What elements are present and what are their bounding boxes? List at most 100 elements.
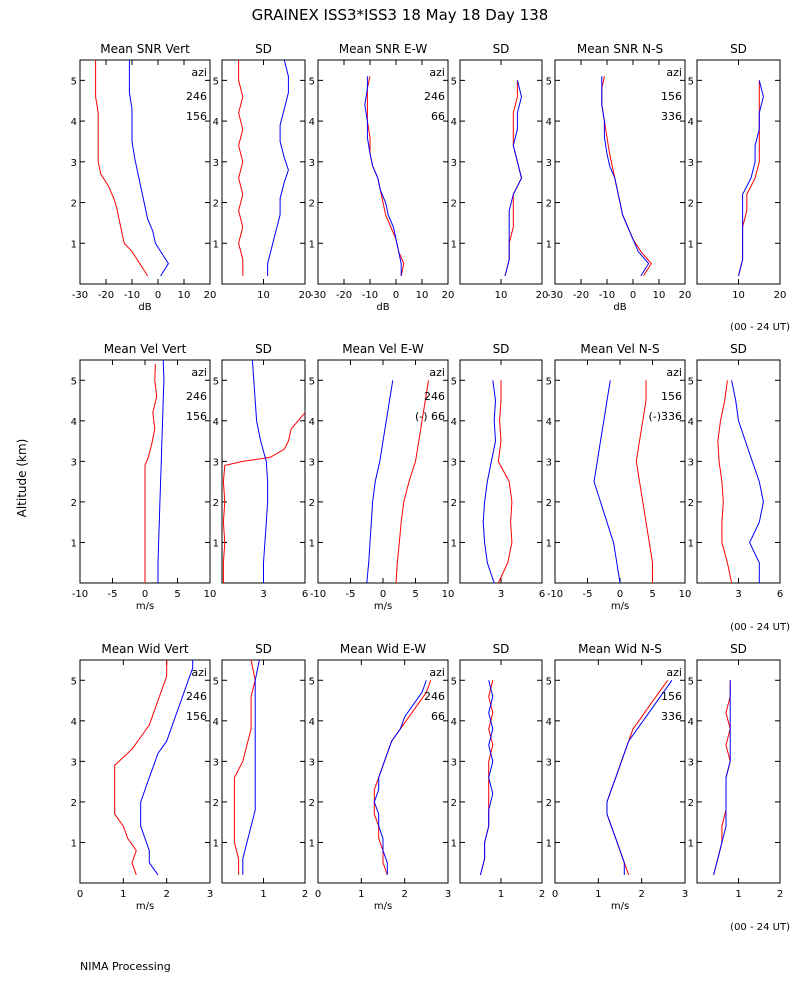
panel-vel-3: Mean Vel E-W 1 2 3 4 5 -10 -5 0 5 10 m/s azi 246 (-) 6… [309,342,455,612]
y-tick-label: 1 [309,239,315,250]
panel-snr-6: SD 1 2 3 4 5 10 20 [688,42,787,301]
panel-title: Mean Vel E-W [342,342,424,356]
y-tick-label: 3 [213,158,219,169]
legend-red-entry: 246 [424,90,445,103]
panel-title: SD [730,342,747,356]
legend-header: azi [429,66,445,79]
series-line-blue [731,380,764,583]
legend-red-entry: 156 [661,690,682,703]
panel-title: SD [493,342,510,356]
x-tick-label: -10 [124,290,140,301]
x-tick-label: 3 [735,589,741,600]
series-line-red [395,380,429,584]
panel-frame [696,359,781,584]
x-tick-label: -10 [362,290,378,301]
y-tick-label: 5 [71,676,77,687]
x-tick-label: 1 [498,889,504,900]
panel-snr-4: SD 1 2 3 4 5 10 20 [451,42,549,301]
y-tick-label: 2 [71,798,77,809]
x-axis-label: m/s [136,901,154,912]
y-tick-label: 4 [688,417,694,428]
y-tick-label: 1 [71,239,77,250]
y-tick-label: 3 [213,757,219,768]
ut-note-row-3: (00 - 24 UT) [730,922,790,933]
legend-red-entry: 156 [661,90,682,103]
x-tick-label: 2 [302,889,308,900]
y-tick-label: 3 [546,158,552,169]
x-tick-label: -10 [547,589,563,600]
x-tick-label: 6 [777,589,783,600]
panel-title: SD [730,642,747,656]
y-tick-label: 3 [213,457,219,468]
figure-title: GRAINEX ISS3*ISS3 18 May 18 Day 138 [252,6,549,24]
y-tick-label: 1 [213,239,219,250]
x-tick-label: 2 [638,889,644,900]
x-tick-label: 1 [735,889,741,900]
panel-wid-2: SD 1 2 3 4 5 1 2 [213,642,309,900]
legend-blue-entry: 156 [186,110,207,123]
series-line-red [222,412,306,583]
x-axis-label: dB [138,302,151,313]
series-line-blue [373,680,427,875]
y-tick-label: 5 [213,376,219,387]
x-tick-label: 0 [552,889,558,900]
y-tick-label: 3 [546,457,552,468]
series-line-red [366,76,405,277]
panel-wid-3: Mean Wid E-W 1 2 3 4 5 0 1 2 3 m/s azi 246 66 [309,642,452,912]
x-tick-label: 10 [495,290,508,301]
legend-header: azi [191,366,207,379]
series-line-blue [593,380,621,584]
x-tick-label: 2 [401,889,407,900]
y-tick-label: 2 [71,498,77,509]
x-tick-label: 3 [498,589,504,600]
legend-blue-entry: 66 [431,710,445,723]
x-tick-label: 0 [142,589,148,600]
y-tick-label: 3 [71,457,77,468]
y-tick-label: 4 [71,717,77,728]
x-tick-label: 20 [442,290,455,301]
series-line-red [635,380,653,583]
y-tick-label: 3 [688,158,694,169]
y-tick-label: 1 [309,838,315,849]
series-line-blue [601,76,650,277]
y-tick-label: 4 [309,117,315,128]
y-tick-label: 3 [688,457,694,468]
y-tick-label: 2 [213,199,219,210]
panel-title: SD [255,42,272,56]
panel-frame [221,659,306,884]
x-tick-label: 3 [682,889,688,900]
y-tick-label: 3 [309,457,315,468]
series-line-red [95,60,149,277]
y-tick-label: 4 [688,117,694,128]
series-line-blue [366,380,394,584]
panel-title: Mean SNR E-W [339,42,428,56]
x-tick-label: 5 [649,589,655,600]
y-tick-label: 3 [688,757,694,768]
x-tick-label: 0 [77,889,83,900]
series-line-blue [242,659,260,875]
x-tick-label: 10 [416,290,429,301]
series-line-red [497,380,513,584]
x-tick-label: 1 [358,889,364,900]
series-line-blue [140,660,194,876]
y-tick-label: 3 [546,757,552,768]
y-tick-label: 5 [213,676,219,687]
x-tick-label: -10 [310,589,326,600]
y-tick-label: 3 [309,158,315,169]
panel-title: SD [493,642,510,656]
y-tick-label: 3 [71,158,77,169]
y-tick-label: 3 [451,158,457,169]
y-tick-label: 1 [546,838,552,849]
y-tick-label: 5 [309,76,315,87]
y-tick-label: 2 [688,798,694,809]
x-axis-label: m/s [136,601,154,612]
y-tick-label: 5 [213,76,219,87]
y-tick-label: 5 [546,376,552,387]
legend-header: azi [191,666,207,679]
legend-blue-entry: 336 [661,110,682,123]
panel-vel-2: SD 1 2 3 4 5 3 6 [213,342,309,600]
y-tick-label: 2 [309,498,315,509]
x-tick-label: 1 [120,889,126,900]
x-tick-label: -30 [72,290,88,301]
